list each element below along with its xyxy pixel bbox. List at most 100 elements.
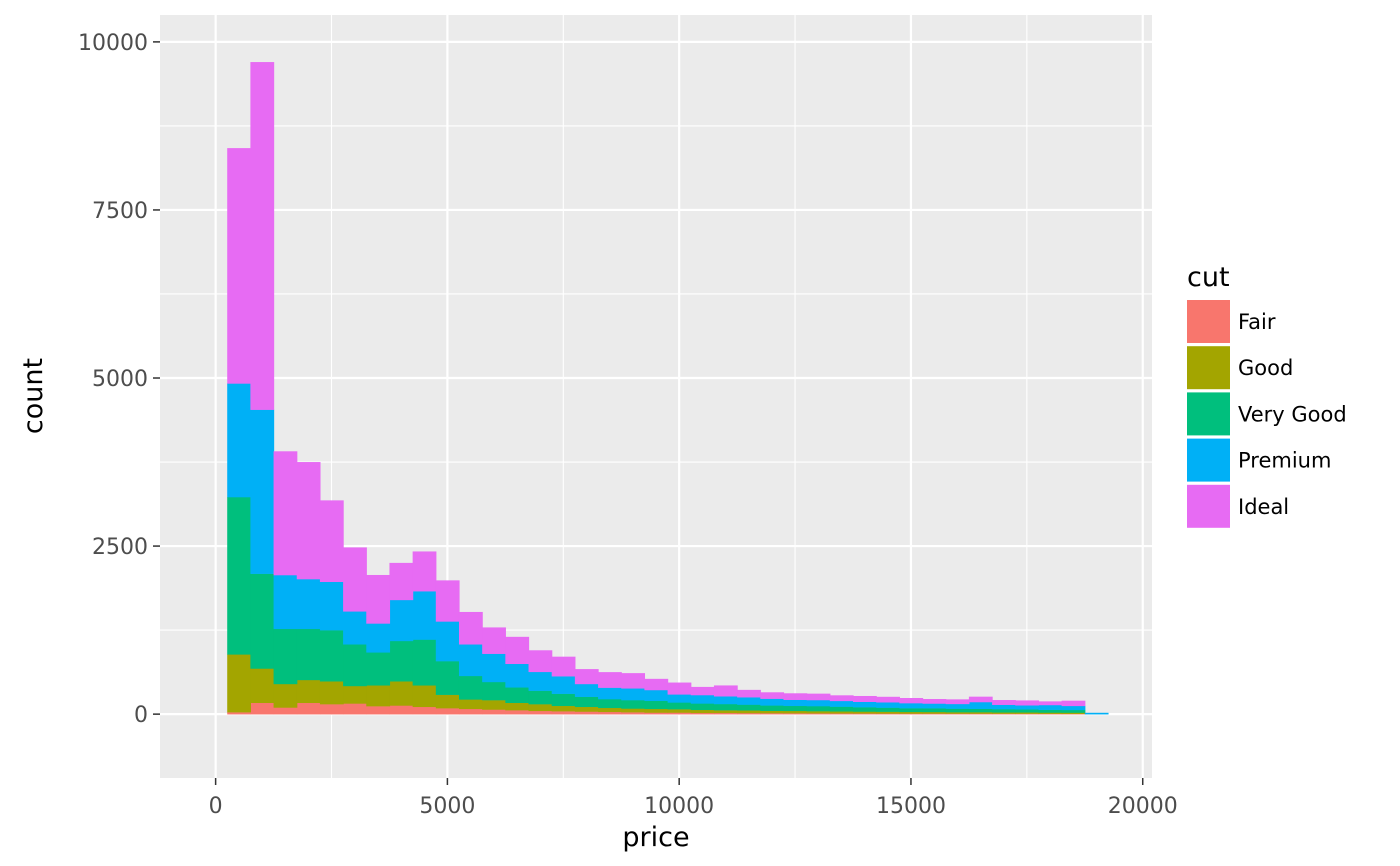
bar-very-good xyxy=(551,693,576,707)
bar-good xyxy=(968,712,993,714)
bar-good xyxy=(1038,712,1063,714)
bar-good xyxy=(876,711,900,714)
bar-ideal xyxy=(621,673,646,689)
bar-very-good xyxy=(389,640,414,682)
bar-premium xyxy=(505,663,530,688)
bar-very-good xyxy=(992,709,1016,713)
bar-very-good xyxy=(829,706,854,712)
legend-key-good xyxy=(1187,346,1230,390)
bar-premium xyxy=(574,683,599,697)
bar-good xyxy=(713,710,738,714)
bar-very-good xyxy=(296,628,321,681)
bar-fair xyxy=(319,704,344,715)
bar-fair xyxy=(713,712,738,715)
bar-ideal xyxy=(1038,701,1063,706)
bar-very-good xyxy=(412,639,437,686)
bar-premium xyxy=(389,599,414,642)
bar-very-good xyxy=(250,573,275,669)
bar-fair xyxy=(621,712,646,715)
bar-fair xyxy=(1015,713,1040,715)
bar-fair xyxy=(343,703,367,715)
bar-good xyxy=(505,702,530,711)
bar-premium xyxy=(713,696,738,705)
bar-good xyxy=(621,708,646,713)
bar-fair xyxy=(922,713,947,715)
legend-label-ideal: Ideal xyxy=(1238,495,1289,519)
bar-ideal xyxy=(667,682,692,695)
bar-good xyxy=(598,707,622,713)
axes-layer: 0 5000 10000 15000 20000 0 2500 5000 7500 10000 xyxy=(78,31,1178,819)
bar-ideal xyxy=(713,685,738,697)
bar-very-good xyxy=(853,707,877,712)
bar-very-good xyxy=(690,703,715,711)
bar-fair xyxy=(551,711,576,715)
bar-good xyxy=(574,706,599,712)
bar-premium xyxy=(899,703,924,709)
bar-good xyxy=(273,683,298,708)
bar-premium xyxy=(296,579,321,630)
y-tick-label: 10000 xyxy=(78,31,148,56)
legend-key-premium xyxy=(1187,438,1230,482)
bar-premium xyxy=(806,699,831,707)
x-tick-label: 15000 xyxy=(876,794,946,819)
bar-good xyxy=(737,710,761,714)
bar-ideal xyxy=(343,547,367,612)
bar-good xyxy=(343,685,367,704)
legend-label-fair: Fair xyxy=(1238,310,1276,334)
bar-premium xyxy=(922,703,947,709)
bar-good xyxy=(644,708,669,713)
bar-ideal xyxy=(458,611,483,645)
bar-premium xyxy=(853,701,877,708)
bar-fair xyxy=(829,713,854,715)
bar-ideal xyxy=(922,699,947,704)
bar-ideal xyxy=(876,696,900,703)
bar-fair xyxy=(366,706,391,715)
legend: cut Fair Good Very Good Premium Ideal xyxy=(1187,262,1347,528)
bar-fair xyxy=(760,713,785,715)
bar-ideal xyxy=(412,551,437,592)
bar-ideal xyxy=(505,636,530,665)
bar-good xyxy=(296,679,321,704)
bar-fair xyxy=(528,710,553,715)
bar-good xyxy=(1061,712,1086,715)
bar-good xyxy=(783,710,808,714)
x-tick-label: 10000 xyxy=(644,794,714,819)
bar-good xyxy=(551,705,576,712)
bar-premium xyxy=(1084,712,1109,715)
bar-ideal xyxy=(760,692,785,699)
bar-premium xyxy=(435,621,460,662)
bar-ideal xyxy=(273,451,298,576)
bar-ideal xyxy=(250,62,275,410)
bar-premium xyxy=(760,698,785,706)
bar-good xyxy=(319,681,344,705)
bar-good xyxy=(412,685,437,708)
bar-ideal xyxy=(319,500,344,583)
bar-very-good xyxy=(713,703,738,711)
bar-very-good xyxy=(806,706,831,712)
bar-ideal xyxy=(389,562,414,601)
bar-very-good xyxy=(319,630,344,682)
bar-very-good xyxy=(574,696,599,708)
bar-good xyxy=(366,685,391,707)
y-axis-title: count xyxy=(18,358,49,434)
y-tick-label: 7500 xyxy=(92,199,148,224)
bar-very-good xyxy=(528,690,553,705)
bar-very-good xyxy=(598,699,622,709)
bar-premium xyxy=(829,700,854,707)
x-axis-title: price xyxy=(622,822,689,853)
bar-very-good xyxy=(667,702,692,710)
bar-fair xyxy=(389,705,414,715)
legend-key-very-good xyxy=(1187,392,1230,436)
bar-good xyxy=(760,710,785,714)
bar-very-good xyxy=(458,675,483,700)
bar-ideal xyxy=(853,695,877,702)
bar-ideal xyxy=(829,695,854,702)
bar-very-good xyxy=(366,652,391,686)
legend-label-premium: Premium xyxy=(1238,449,1331,473)
bar-good xyxy=(945,712,970,714)
bar-premium xyxy=(667,694,692,703)
bar-ideal xyxy=(690,686,715,696)
bar-very-good xyxy=(273,628,298,685)
bar-fair xyxy=(505,710,530,715)
